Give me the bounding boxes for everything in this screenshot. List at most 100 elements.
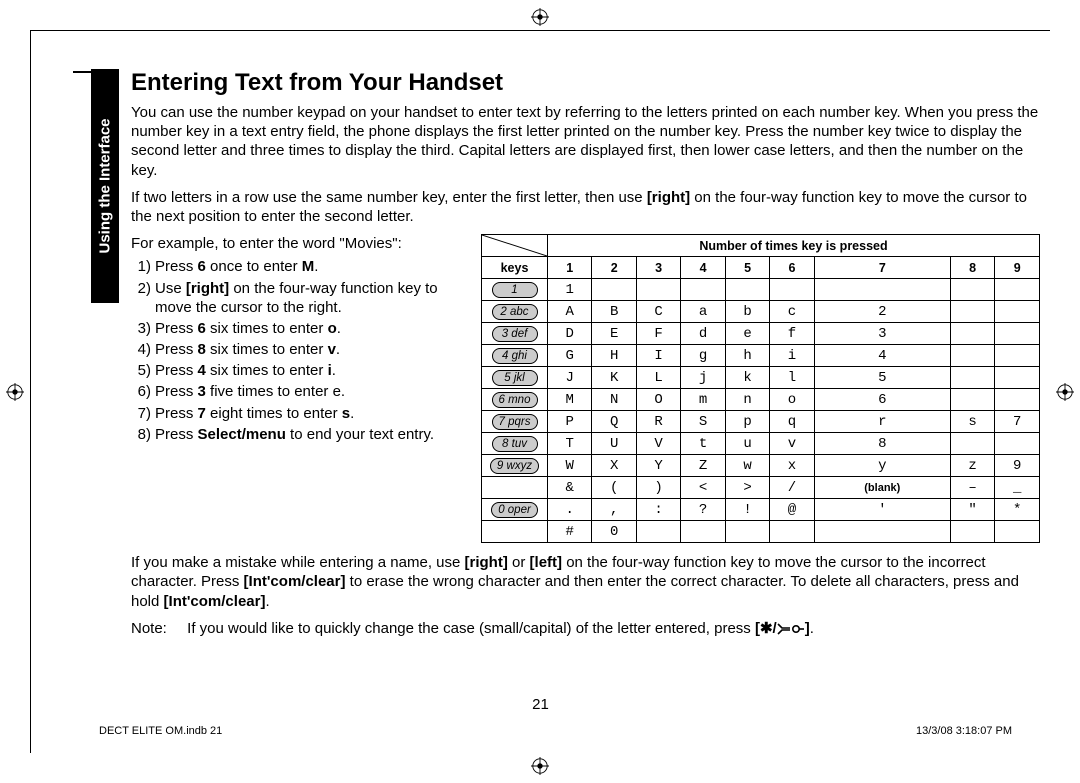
key-pill: 9 wxyz: [490, 458, 539, 475]
char-cell: G: [548, 345, 592, 367]
table-row: 8 tuvTUVtuv8: [482, 433, 1040, 455]
col-header: 8: [950, 257, 994, 279]
char-cell: y: [814, 455, 950, 477]
char-cell: f: [770, 323, 814, 345]
footer-file-info: DECT ELITE OM.indb 21: [99, 725, 222, 737]
key-cell: [482, 477, 548, 499]
example-step: 4)Press 8 six times to enter v.: [131, 340, 461, 359]
char-cell: [636, 521, 680, 543]
table-row: 4 ghiGHIghi4: [482, 345, 1040, 367]
char-cell: i: [770, 345, 814, 367]
char-cell: u: [725, 433, 769, 455]
key-cell: [482, 521, 548, 543]
char-cell: Z: [681, 455, 725, 477]
char-cell: w: [725, 455, 769, 477]
char-cell: ,: [592, 499, 636, 521]
char-cell: L: [636, 367, 680, 389]
table-row: 9 wxyzWXYZwxyz9: [482, 455, 1040, 477]
char-cell: [681, 521, 725, 543]
char-cell: [950, 301, 994, 323]
key-pill: 8 tuv: [492, 436, 538, 453]
char-cell: –: [950, 477, 994, 499]
char-cell: 1: [548, 279, 592, 301]
table-row: #0: [482, 521, 1040, 543]
key-cell: 1: [482, 279, 548, 301]
char-cell: z: [950, 455, 994, 477]
char-cell: .: [548, 499, 592, 521]
char-cell: !: [725, 499, 769, 521]
char-cell: O: [636, 389, 680, 411]
key-pill: 4 ghi: [492, 348, 538, 365]
char-cell: [950, 389, 994, 411]
char-cell: g: [681, 345, 725, 367]
char-cell: #: [548, 521, 592, 543]
note-label: Note:: [131, 619, 183, 638]
char-cell: (: [592, 477, 636, 499]
key-pill: 3 def: [492, 326, 538, 343]
char-cell: [995, 521, 1040, 543]
key-pill: 0 oper: [491, 502, 538, 519]
example-step: 2)Use [right] on the four-way function k…: [131, 279, 461, 317]
page-frame: Using the Interface Entering Text from Y…: [30, 30, 1050, 753]
example-step: 7)Press 7 eight times to enter s.: [131, 404, 461, 423]
char-cell: e: [725, 323, 769, 345]
char-cell: /: [770, 477, 814, 499]
footer-timestamp: 13/3/08 3:18:07 PM: [916, 725, 1012, 737]
char-cell: D: [548, 323, 592, 345]
char-cell: [950, 433, 994, 455]
col-header: 1: [548, 257, 592, 279]
char-cell: 4: [814, 345, 950, 367]
char-cell: S: [681, 411, 725, 433]
key-cell: 5 jkl: [482, 367, 548, 389]
registration-mark-icon: [6, 383, 24, 401]
char-cell: J: [548, 367, 592, 389]
char-cell: [995, 323, 1040, 345]
key-cell: 9 wxyz: [482, 455, 548, 477]
char-cell: U: [592, 433, 636, 455]
char-cell: A: [548, 301, 592, 323]
key-cell: 0 oper: [482, 499, 548, 521]
char-cell: j: [681, 367, 725, 389]
example-step: 1)Press 6 once to enter M.: [131, 257, 461, 276]
example-step: 5)Press 4 six times to enter i.: [131, 361, 461, 380]
char-cell: ): [636, 477, 680, 499]
table-corner-cell: [482, 235, 548, 257]
char-cell: H: [592, 345, 636, 367]
char-cell: [995, 301, 1040, 323]
char-cell: c: [770, 301, 814, 323]
page-title: Entering Text from Your Handset: [131, 69, 1040, 97]
char-cell: V: [636, 433, 680, 455]
char-cell: P: [548, 411, 592, 433]
section-tab: Using the Interface: [91, 69, 119, 303]
col-header: 7: [814, 257, 950, 279]
table-row: 7 pqrsPQRSpqrs7: [482, 411, 1040, 433]
example-step: 6)Press 3 five times to enter e.: [131, 382, 461, 401]
char-cell: p: [725, 411, 769, 433]
intro-two-letters: If two letters in a row use the same num…: [131, 188, 1040, 226]
char-cell: a: [681, 301, 725, 323]
table-row: 2 abcABCabc2: [482, 301, 1040, 323]
char-cell: E: [592, 323, 636, 345]
char-cell: [995, 367, 1040, 389]
char-cell: 5: [814, 367, 950, 389]
char-cell: 9: [995, 455, 1040, 477]
char-cell: v: [770, 433, 814, 455]
char-cell: <: [681, 477, 725, 499]
char-cell: I: [636, 345, 680, 367]
char-cell: [995, 345, 1040, 367]
example-step: 8)Press Select/menu to end your text ent…: [131, 425, 461, 444]
char-cell: :: [636, 499, 680, 521]
char-cell: [725, 279, 769, 301]
char-cell: [950, 521, 994, 543]
intro-paragraph: You can use the number keypad on your ha…: [131, 103, 1040, 180]
char-cell: [592, 279, 636, 301]
table-row: 6 mnoMNOmno6: [482, 389, 1040, 411]
table-row: 5 jklJKLjkl5: [482, 367, 1040, 389]
char-cell: r: [814, 411, 950, 433]
note-paragraph: Note: If you would like to quickly chang…: [131, 619, 1040, 638]
col-header: 6: [770, 257, 814, 279]
char-cell: [995, 279, 1040, 301]
char-cell: B: [592, 301, 636, 323]
char-cell: _: [995, 477, 1040, 499]
char-cell: s: [950, 411, 994, 433]
